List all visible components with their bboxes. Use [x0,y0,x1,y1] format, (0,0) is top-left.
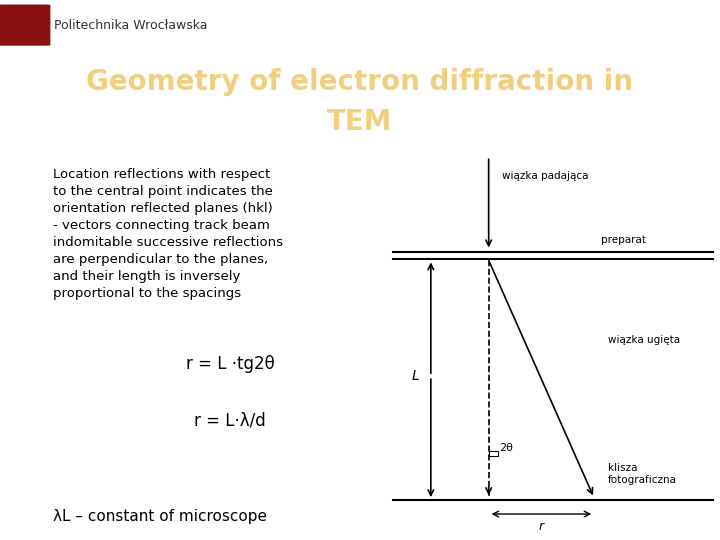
Text: L: L [412,369,420,383]
Text: r = L ·tg2θ: r = L ·tg2θ [186,355,274,373]
Text: wiązka padająca: wiązka padająca [503,171,589,181]
Text: 2θ: 2θ [499,443,513,453]
Text: r: r [539,519,544,532]
Text: λL – constant of microscope: λL – constant of microscope [53,509,267,523]
Text: Location reflections with respect
to the central point indicates the
orientation: Location reflections with respect to the… [53,168,283,300]
Text: preparat: preparat [601,235,646,245]
Text: Politechnika Wrocławska: Politechnika Wrocławska [54,18,207,32]
FancyBboxPatch shape [0,4,50,46]
Text: r = L·λ/d: r = L·λ/d [194,411,266,429]
Text: wiązka ugięta: wiązka ugięta [608,335,680,345]
Text: Geometry of electron diffraction in: Geometry of electron diffraction in [86,68,634,96]
Text: TEM: TEM [328,109,392,137]
Text: klisza
fotograficzna: klisza fotograficzna [608,463,677,485]
